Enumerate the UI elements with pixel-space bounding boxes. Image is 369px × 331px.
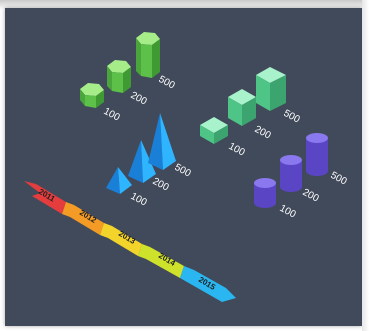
timeline-segment-2011: 2011 bbox=[24, 181, 66, 214]
cylinder-group: 100 200 500 bbox=[254, 133, 349, 221]
hex-label-100: 100 bbox=[102, 106, 122, 124]
cube-label-500: 500 bbox=[282, 108, 302, 126]
cube-group: 100 200 500 bbox=[200, 67, 302, 159]
pyramid-500 bbox=[148, 113, 176, 170]
cylinder-label-200: 200 bbox=[301, 187, 321, 205]
hex-prism-200 bbox=[107, 60, 131, 93]
cube-label-100: 100 bbox=[227, 141, 247, 159]
cube-200 bbox=[228, 89, 256, 126]
pyramid-label-200: 200 bbox=[151, 176, 171, 194]
pyramid-100 bbox=[106, 167, 132, 194]
timeline-segment-2015: 2015 bbox=[180, 266, 236, 302]
window-top-edge bbox=[0, 0, 369, 10]
hex-label-200: 200 bbox=[129, 90, 149, 108]
cylinder-100 bbox=[254, 178, 276, 208]
pyramid-label-500: 500 bbox=[173, 162, 193, 180]
cylinder-200 bbox=[280, 155, 302, 192]
hex-prism-100 bbox=[80, 83, 104, 108]
cube-label-200: 200 bbox=[253, 124, 273, 142]
cylinder-label-500: 500 bbox=[329, 170, 349, 188]
hex-prism-group: 100 200 500 bbox=[80, 32, 177, 124]
timeline-segment-2013: 2013 bbox=[100, 223, 142, 256]
pyramid-label-100: 100 bbox=[129, 191, 149, 209]
cube-500 bbox=[256, 67, 286, 111]
timeline-segment-2014: 2014 bbox=[138, 244, 184, 278]
pyramid-group: 100 200 500 bbox=[106, 113, 193, 209]
cylinder-500 bbox=[306, 133, 328, 176]
hex-label-500: 500 bbox=[157, 74, 177, 92]
cube-100 bbox=[200, 117, 228, 144]
hex-prism-500 bbox=[136, 32, 160, 78]
window-right-edge bbox=[362, 0, 369, 331]
cylinder-label-100: 100 bbox=[278, 203, 298, 221]
timeline-segment-2012: 2012 bbox=[62, 202, 104, 235]
